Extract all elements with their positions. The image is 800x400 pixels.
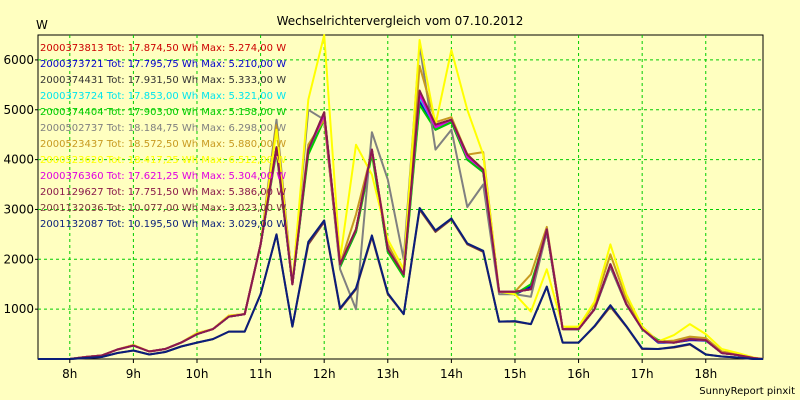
legend-entry-4: 2000374404 Tot: 17.903,00 Wh Max: 5.158,…	[40, 107, 286, 118]
legend-entry-10: 2001132036 Tot: 10.077,00 Wh Max: 3.023,…	[40, 203, 286, 214]
series-line-11	[38, 207, 763, 360]
x-tick-label-10: 18h	[694, 367, 717, 381]
chart-title: Wechselrichtervergleich vom 07.10.2012	[277, 14, 524, 28]
legend-entry-7: 2000523620 Tot: 18.417,25 Wh Max: 6.512,…	[40, 155, 286, 166]
legend-entry-1: 2000373721 Tot: 17.795,75 Wh Max: 5.210,…	[40, 59, 286, 70]
x-tick-label-5: 13h	[376, 367, 399, 381]
x-tick-label-1: 9h	[126, 367, 141, 381]
y-axis-label: W	[36, 18, 48, 32]
y-tick-label-4: 5000	[3, 103, 34, 117]
x-tick-label-3: 11h	[249, 367, 272, 381]
legend-entry-11: 2001132087 Tot: 10.195,50 Wh Max: 3.029,…	[40, 219, 286, 230]
y-tick-label-1: 2000	[3, 252, 34, 266]
x-tick-label-7: 15h	[504, 367, 527, 381]
x-tick-label-8: 16h	[567, 367, 590, 381]
legend: 2000373813 Tot: 17.874,50 Wh Max: 5.274,…	[40, 43, 286, 230]
x-tick-label-9: 17h	[631, 367, 654, 381]
y-tick-label-0: 1000	[3, 302, 34, 316]
y-tick-label-2: 3000	[3, 202, 34, 216]
legend-entry-0: 2000373813 Tot: 17.874,50 Wh Max: 5.274,…	[40, 43, 286, 54]
legend-entry-6: 2000523437 Tot: 18.572,50 Wh Max: 5.880,…	[40, 139, 286, 150]
legend-entry-9: 2001129627 Tot: 17.751,50 Wh Max: 5.386,…	[40, 187, 286, 198]
x-tick-label-6: 14h	[440, 367, 463, 381]
x-tick-label-4: 12h	[313, 367, 336, 381]
legend-entry-3: 2000373724 Tot: 17.853,00 Wh Max: 5.321,…	[40, 91, 286, 102]
footer-credit: SunnyReport pinxit	[699, 386, 795, 397]
y-tick-label-5: 6000	[3, 53, 34, 67]
legend-entry-8: 2000376360 Tot: 17.621,25 Wh Max: 5.304,…	[40, 171, 286, 182]
legend-entry-2: 2000374431 Tot: 17.931,50 Wh Max: 5.333,…	[40, 75, 286, 86]
x-ticks: 8h 9h 10h 11h 12h 13h 14h 15h 16h 17h 18h	[62, 359, 717, 381]
x-tick-label-0: 8h	[62, 367, 77, 381]
series-lines	[38, 34, 764, 360]
y-tick-label-3: 4000	[3, 153, 34, 167]
grid	[38, 35, 763, 359]
y-ticks: 1000 2000 3000 4000 5000 6000	[3, 53, 38, 316]
x-tick-label-2: 10h	[186, 367, 209, 381]
legend-entry-5: 2000502737 Tot: 18.184,75 Wh Max: 6.298,…	[40, 123, 286, 134]
series-line-9	[38, 89, 764, 360]
